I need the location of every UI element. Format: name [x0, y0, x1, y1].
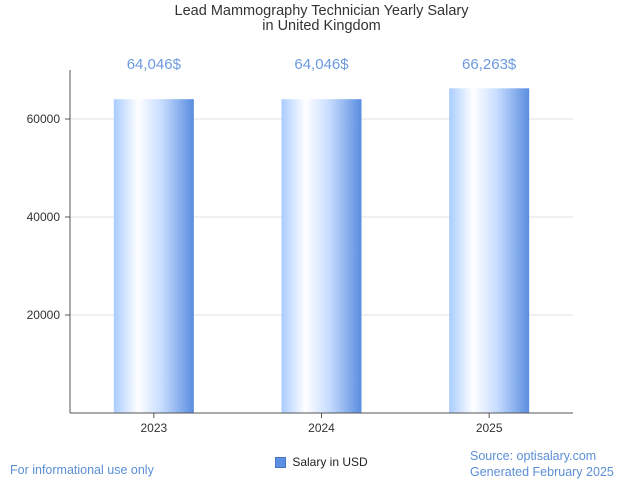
bar-2024[interactable]: [281, 99, 362, 414]
legend-swatch-icon: [275, 456, 287, 468]
data-label-2025: 66,263$: [462, 56, 517, 73]
source-block: Source: optisalary.com Generated Februar…: [470, 448, 614, 480]
x-tick-label-2025: 2025: [476, 421, 503, 435]
x-tick-label-2024: 2024: [308, 421, 335, 435]
bar-2025[interactable]: [449, 88, 530, 413]
data-label-2024: 64,046$: [294, 56, 349, 73]
legend-item[interactable]: Salary in USD: [275, 455, 368, 469]
legend-label: Salary in USD: [292, 455, 368, 469]
data-label-2023: 64,046$: [127, 56, 182, 73]
y-tick-label-2: 60000: [27, 112, 61, 126]
legend: Salary in USD: [0, 455, 643, 471]
x-tick-label-2023: 2023: [140, 421, 167, 435]
y-tick-label-0: 20000: [27, 308, 61, 322]
y-tick-label-1: 40000: [27, 210, 61, 224]
source-text: Source: optisalary.com: [470, 449, 597, 463]
axes: [65, 70, 573, 418]
bars: [113, 88, 530, 414]
disclaimer-text: For informational use only: [10, 463, 154, 477]
generated-text: Generated February 2025: [470, 465, 614, 479]
chart-title: Lead Mammography Technician Yearly Salar…: [0, 4, 643, 34]
chart-title-line-2: in United Kingdom: [262, 18, 381, 34]
bar-2023[interactable]: [113, 99, 194, 414]
labels: 20000 40000 60000 64,046$ 2023 64,046$ 2024 66,…: [27, 56, 517, 435]
chart-title-line-1: Lead Mammography Technician Yearly Salar…: [174, 3, 469, 19]
